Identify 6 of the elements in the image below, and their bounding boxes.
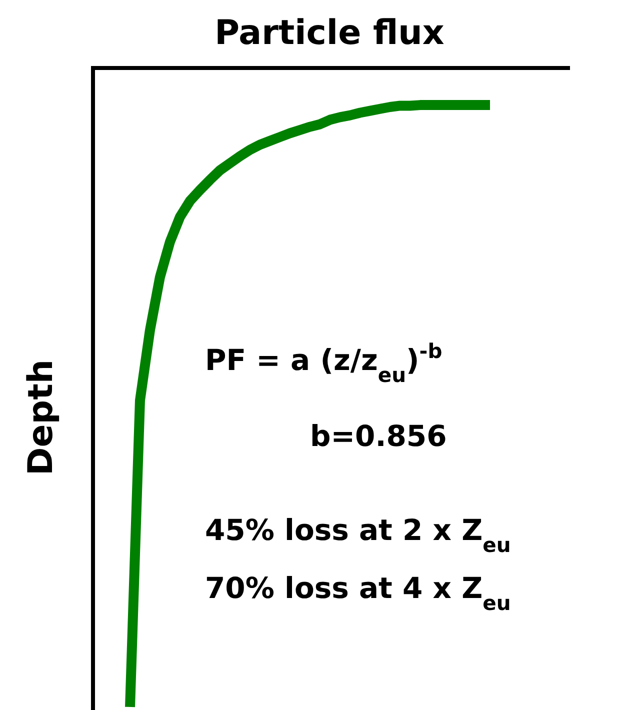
annotation: b=0.856 xyxy=(310,419,447,453)
y-axis-title: Depth xyxy=(21,359,61,476)
x-axis-title: Particle flux xyxy=(214,13,444,53)
annotation: 70% loss at 4 x Z$_{eu}$ xyxy=(205,571,511,615)
annotation: 45% loss at 2 x Z$_{eu}$ xyxy=(205,513,511,557)
annotation: PF = a (z/z$_{eu}$)$^{-b}$ xyxy=(205,339,442,387)
